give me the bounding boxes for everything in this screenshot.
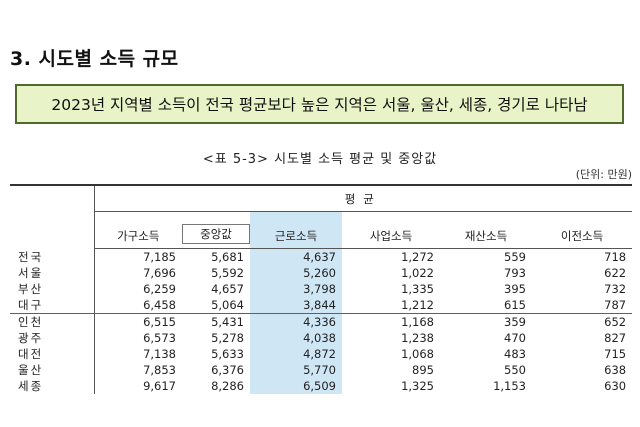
value-cell: 3,798 (250, 281, 342, 297)
value-cell: 470 (504, 331, 526, 345)
value-cell: 5,770 (250, 362, 342, 378)
table-row: 대전 7,138 5,633 4,872 1,068 483 715 (10, 346, 632, 362)
value-cell: 5,633 (211, 347, 244, 361)
value-cell: 6,573 (143, 331, 176, 345)
table-caption: <표 5-3> 시도별 소득 평균 및 중앙값 (202, 152, 438, 167)
value-cell: 7,696 (143, 266, 176, 280)
summary-text: 2023년 지역별 소득이 전국 평균보다 높은 지역은 서울, 울산, 세종,… (51, 96, 588, 114)
value-cell: 615 (504, 298, 526, 312)
region-cell: 부산 (10, 281, 95, 297)
value-cell: 9,617 (143, 379, 176, 393)
summary-box: 2023년 지역별 소득이 전국 평균보다 높은 지역은 서울, 울산, 세종,… (15, 84, 624, 124)
value-cell: 827 (604, 331, 627, 345)
value-cell: 6,259 (143, 282, 176, 296)
region-cell: 세종 (10, 378, 95, 394)
table-row: 전국 7,185 5,681 4,637 1,272 559 718 (10, 248, 632, 265)
value-cell: 7,138 (143, 347, 176, 361)
value-cell: 6,458 (143, 298, 176, 312)
section-heading: 3. 시도별 소득 규모 (10, 48, 179, 70)
table-row: 부산 6,259 4,657 3,798 1,335 395 732 (10, 281, 632, 297)
value-cell: 630 (604, 379, 627, 393)
value-cell: 395 (504, 282, 526, 296)
value-cell: 895 (412, 363, 434, 377)
table-row: 광주 6,573 5,278 4,038 1,238 470 827 (10, 330, 632, 346)
region-cell: 광주 (10, 330, 95, 346)
value-cell: 4,657 (211, 282, 244, 296)
value-cell: 793 (504, 266, 526, 280)
value-cell: 483 (504, 347, 526, 361)
region-header-cell (10, 184, 95, 249)
value-cell: 6,376 (211, 363, 244, 377)
value-cell: 1,325 (401, 379, 434, 393)
table-row: 세종 9,617 8,286 6,509 1,325 1,153 630 (10, 378, 632, 394)
value-cell: 1,212 (401, 298, 434, 312)
value-cell: 1,168 (342, 313, 440, 330)
table-row: 대구 6,458 5,064 3,844 1,212 615 787 (10, 297, 632, 314)
region-cell: 대전 (10, 346, 95, 362)
region-cell: 대구 (10, 297, 95, 314)
value-cell: 7,853 (143, 363, 176, 377)
region-cell: 울산 (10, 362, 95, 378)
table-row: 서울 7,696 5,592 5,260 1,022 793 622 (10, 265, 632, 281)
col-header-property-income: 재산소득 (440, 211, 532, 249)
value-cell: 4,038 (250, 330, 342, 346)
value-cell: 622 (604, 266, 627, 280)
region-cell: 서울 (10, 265, 95, 281)
table-row: 인천 6,515 5,431 4,336 1,168 359 652 (10, 313, 633, 330)
value-cell: 5,431 (182, 313, 250, 330)
income-table: 평균 가구소득 중앙값 근로소득 사업소득 재산소득 이전소득 전국 7,185… (10, 184, 633, 394)
value-cell: 6,515 (94, 313, 182, 330)
value-cell: 550 (504, 363, 526, 377)
value-cell: 732 (604, 282, 627, 296)
value-cell: 5,064 (211, 298, 244, 312)
average-group-header: 평균 (94, 184, 633, 212)
value-cell: 359 (440, 313, 532, 330)
value-cell: 638 (604, 363, 627, 377)
value-cell: 1,272 (401, 250, 434, 264)
value-cell: 5,681 (211, 250, 244, 264)
value-cell: 718 (604, 250, 627, 264)
value-cell: 787 (604, 298, 627, 312)
value-cell: 5,278 (211, 331, 244, 345)
value-cell: 1,335 (401, 282, 434, 296)
value-cell: 4,872 (250, 346, 342, 362)
value-cell: 4,637 (250, 248, 342, 265)
col-header-median: 중앙값 (182, 211, 250, 249)
value-cell: 1,153 (493, 379, 526, 393)
value-cell: 8,286 (211, 379, 244, 393)
col-header-transfer-income: 이전소득 (532, 211, 633, 249)
value-cell: 559 (504, 250, 526, 264)
unit-label: (단위: 만원) (575, 168, 632, 181)
value-cell: 1,238 (401, 331, 434, 345)
value-cell: 715 (604, 347, 627, 361)
value-cell: 7,185 (143, 250, 176, 264)
value-cell: 1,022 (401, 266, 434, 280)
col-header-labor-income: 근로소득 (250, 211, 342, 249)
col-header-business-income: 사업소득 (342, 211, 440, 249)
value-cell: 652 (532, 313, 633, 330)
value-cell: 3,844 (250, 297, 342, 314)
region-cell: 인천 (10, 313, 95, 330)
value-cell: 5,260 (250, 265, 342, 281)
value-cell: 1,068 (401, 347, 434, 361)
table-row: 울산 7,853 6,376 5,770 895 550 638 (10, 362, 632, 378)
region-cell: 전국 (10, 248, 95, 265)
value-cell: 4,336 (250, 313, 342, 330)
value-cell: 5,592 (211, 266, 244, 280)
value-cell: 6,509 (250, 378, 342, 394)
col-header-household-income: 가구소득 (94, 211, 182, 249)
